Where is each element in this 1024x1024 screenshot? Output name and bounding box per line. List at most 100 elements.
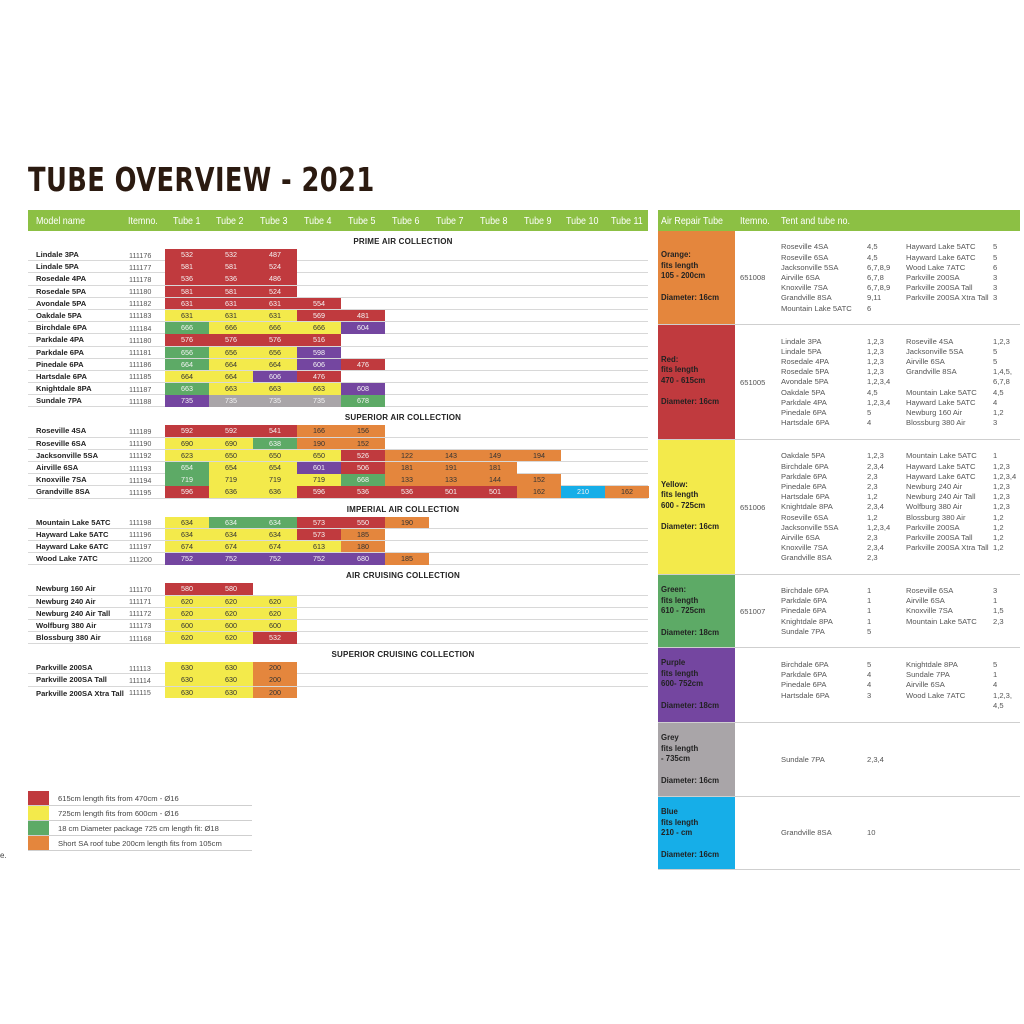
tube-cell: 680 bbox=[341, 553, 385, 565]
tube-cell: 604 bbox=[341, 322, 385, 334]
tube-cell: 501 bbox=[429, 486, 473, 498]
repair-color-block: Red: fits length 470 - 615cm Diameter: 16cm bbox=[658, 325, 735, 439]
model-name: Roseville 6SA bbox=[36, 438, 87, 448]
tube-cell: 600 bbox=[253, 619, 297, 632]
tube-numbers: 4,5 bbox=[867, 387, 878, 397]
tent-name: Roseville 6SA bbox=[781, 252, 829, 262]
table-row: Grandville 8SA 111195 596 636 636 596 536 536 50… bbox=[28, 486, 649, 499]
tube-cell: 674 bbox=[165, 540, 209, 553]
tent-name: Rosedale 4PA bbox=[781, 357, 829, 366]
model-name: Lindale 3PA bbox=[36, 250, 79, 259]
tube-cell: 536 bbox=[165, 273, 209, 285]
table-row: Parkdale 4PA 111180 576 576 576 516 bbox=[28, 334, 648, 347]
tent-name: Parkdale 4PA bbox=[781, 397, 827, 407]
tube-cell: 576 bbox=[209, 334, 253, 346]
column-header: Tube 1 bbox=[173, 215, 201, 227]
table-row: Rosedale 4PA 111178 536 536 486 bbox=[28, 273, 648, 286]
item-number: 111197 bbox=[129, 542, 152, 552]
legend-item: 18 cm Diameter package 725 cm length fit… bbox=[28, 821, 252, 836]
tube-cell: 735 bbox=[209, 395, 253, 407]
tube-cell: 191 bbox=[429, 462, 473, 474]
tent-name: Parkville 200SA Tall bbox=[906, 283, 973, 293]
tube-cell: 181 bbox=[385, 462, 429, 474]
tent-name: Parkville 200SA Xtra Tall bbox=[906, 293, 989, 303]
item-number: 111172 bbox=[129, 609, 152, 619]
model-name: Jacksonville 5SA bbox=[36, 450, 99, 460]
tube-numbers: 1,2 bbox=[867, 512, 878, 522]
tube-cell: 133 bbox=[429, 474, 473, 486]
repair-label: Purple bbox=[661, 658, 686, 667]
tube-numbers: 3 bbox=[993, 272, 998, 282]
tube-cell: 506 bbox=[341, 462, 385, 474]
tube-numbers: 2,3,4 bbox=[867, 461, 884, 471]
tube-cell: 631 bbox=[209, 297, 253, 310]
tube-cell: 606 bbox=[253, 370, 297, 383]
repair-diameter: Diameter: 18cm bbox=[661, 627, 720, 637]
tube-numbers: 3 bbox=[993, 283, 998, 293]
model-name: Newburg 160 Air bbox=[36, 584, 96, 594]
tube-numbers: 3 bbox=[867, 690, 872, 700]
tube-numbers: 1,2,3 bbox=[867, 357, 884, 366]
tube-numbers: 2,3,4 bbox=[867, 502, 884, 512]
tube-cell: 524 bbox=[253, 285, 297, 298]
table-row: Lindale 5PA 111177 581 581 524 bbox=[28, 261, 648, 274]
tube-numbers: 2,3 bbox=[867, 482, 878, 491]
tube-numbers: 9,11 bbox=[867, 293, 882, 303]
tube-numbers: 3 bbox=[993, 418, 998, 428]
tent-name: Airville 6SA bbox=[906, 680, 945, 690]
tube-cell: 620 bbox=[209, 632, 253, 644]
tube-numbers: 1,2,3 bbox=[867, 451, 884, 461]
tent-name: Knoxville 7SA bbox=[781, 283, 828, 293]
tube-cell: 144 bbox=[473, 474, 517, 486]
tube-numbers: 1,2,3 bbox=[867, 336, 884, 346]
tube-numbers: 1 bbox=[993, 451, 998, 461]
tube-cell: 678 bbox=[341, 395, 385, 407]
color-legend: 615cm length fits from 470cm - Ø16 725cm … bbox=[28, 791, 252, 851]
tube-cell: 581 bbox=[209, 285, 253, 298]
tube-cell: 569 bbox=[297, 309, 341, 322]
tent-name: Airville 6SA bbox=[781, 533, 820, 542]
repair-row: Yellow: fits length 600 - 725cm Diameter: 1… bbox=[658, 440, 1020, 575]
tent-name: Wolfburg 380 Air bbox=[906, 502, 962, 512]
model-name: Parkville 200SA Tall bbox=[36, 675, 107, 685]
repair-row: Grey fits length - 735cm Diameter: 16cm Sund… bbox=[658, 723, 1020, 797]
tent-name: Newburg 160 Air bbox=[906, 408, 963, 417]
tube-cell: 133 bbox=[385, 474, 429, 486]
table-row: Knoxville 7SA 111194 719 719 719 719 668 133 133… bbox=[28, 474, 648, 487]
stray-text: e. bbox=[0, 851, 7, 860]
model-name: Parkdale 4PA bbox=[36, 335, 84, 345]
table-row: Parkville 200SA Xtra Tall 111115 630 630 200 bbox=[28, 686, 648, 711]
repair-row: Purple fits length 600- 752cm Diameter: 18c… bbox=[658, 648, 1020, 723]
repair-color-block: Blue fits length 210 - cm Diameter: 16cm bbox=[658, 797, 735, 869]
tube-numbers: 2,3 bbox=[867, 471, 878, 481]
tube-cell: 152 bbox=[341, 437, 385, 450]
repair-label: 210 - cm bbox=[661, 828, 693, 837]
column-header: Model name bbox=[36, 215, 86, 227]
tube-numbers: 1,2,3 bbox=[993, 482, 1010, 491]
legend-text: 18 cm Diameter package 725 cm length fit… bbox=[58, 824, 219, 833]
table-row: Parkville 200SA 111113 630 630 200 bbox=[28, 662, 648, 675]
tent-name: Pinedale 6PA bbox=[781, 482, 827, 491]
repair-label: fits length bbox=[661, 743, 699, 753]
tube-numbers: 1,2,3 bbox=[993, 461, 1010, 471]
tube-cell: 674 bbox=[209, 540, 253, 553]
tube-cell: 554 bbox=[297, 297, 341, 310]
column-header: Itemno. bbox=[128, 215, 158, 227]
model-name: Knightdale 8PA bbox=[36, 384, 92, 394]
tube-cell: 606 bbox=[297, 358, 341, 371]
item-number: 111193 bbox=[129, 463, 152, 473]
model-name: Knoxville 7SA bbox=[36, 475, 87, 485]
tent-name: Hartsdale 6PA bbox=[781, 492, 830, 502]
tube-numbers: 2,3 bbox=[867, 533, 878, 542]
tube-cell: 620 bbox=[253, 595, 297, 607]
model-name: Hartsdale 6PA bbox=[36, 371, 87, 381]
legend-item: 725cm length fits from 600cm - Ø16 bbox=[28, 806, 252, 821]
tent-name: Jacksonville 5SA bbox=[906, 346, 964, 356]
tube-cell: 656 bbox=[253, 346, 297, 358]
tube-cell: 664 bbox=[165, 370, 209, 383]
column-header: Tube 3 bbox=[260, 215, 288, 227]
table-row: Avondale 5PA 111182 631 631 631 554 bbox=[28, 297, 648, 310]
tube-cell: 596 bbox=[297, 486, 341, 498]
table-row: Wolfburg 380 Air 111173 600 600 600 bbox=[28, 619, 648, 633]
model-name: Mountain Lake 5ATC bbox=[36, 517, 111, 527]
